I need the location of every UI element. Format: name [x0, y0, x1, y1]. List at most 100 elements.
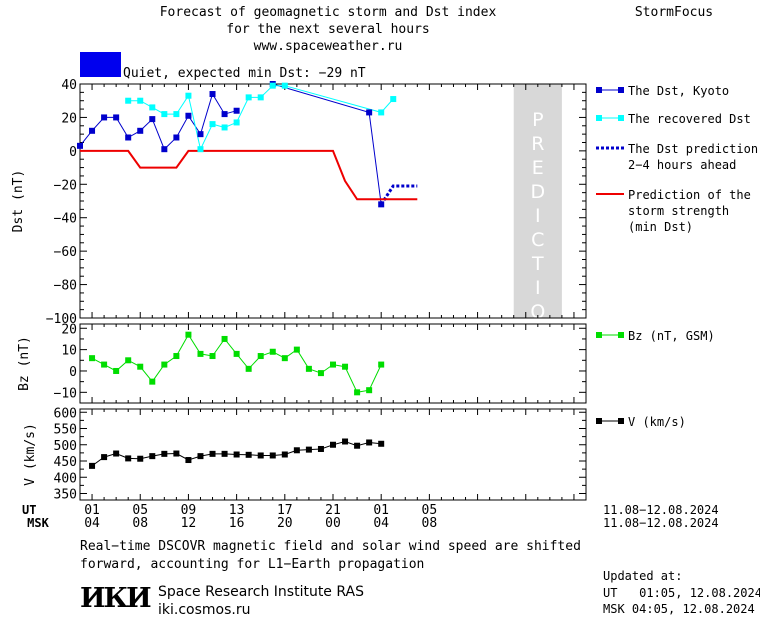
legend-marker	[618, 418, 624, 424]
header: Forecast of geomagnetic storm and Dst in…	[80, 5, 713, 81]
data-point	[245, 451, 252, 458]
legend-label: (min Dst)	[628, 220, 693, 234]
data-point	[281, 82, 288, 89]
panel-frame	[79, 83, 587, 319]
y-tick-label: 0	[69, 145, 77, 160]
series-line	[80, 149, 418, 201]
data-point	[173, 450, 180, 457]
data-point	[221, 450, 228, 457]
data-point	[173, 111, 180, 118]
y-tick-label: −80	[54, 279, 77, 294]
data-point	[197, 453, 204, 460]
data-point	[137, 455, 144, 462]
data-point	[293, 447, 300, 454]
prediction-label-letter: O	[530, 301, 545, 323]
y-tick-label: 0	[69, 365, 77, 380]
ut-date-range: 11.08−12.08.2024	[603, 503, 719, 517]
data-point	[257, 452, 264, 459]
prediction-label-letter: P	[532, 109, 543, 131]
series-line	[128, 85, 394, 151]
ut-tick-label: 05	[132, 503, 148, 518]
status-color-swatch	[80, 52, 121, 77]
data-point	[101, 361, 108, 368]
y-axis-label: V (km/s)	[23, 423, 38, 486]
legend-label: The recovered Dst	[628, 112, 751, 126]
data-point	[378, 201, 385, 208]
data-point	[257, 94, 264, 101]
data-point	[161, 450, 168, 457]
data-point	[366, 109, 373, 116]
data-point	[221, 124, 228, 131]
data-point	[221, 335, 228, 342]
y-tick-label: 550	[54, 423, 77, 438]
status-text: Quiet, expected min Dst: −29 nT	[123, 66, 366, 81]
data-point	[269, 82, 276, 89]
data-point	[209, 353, 216, 360]
data-point	[257, 353, 264, 360]
data-point	[197, 131, 204, 138]
data-point	[378, 361, 385, 368]
ut-tick-label: 05	[422, 503, 438, 518]
series-line	[272, 84, 382, 205]
legend-marker	[596, 418, 602, 424]
legend-marker	[596, 332, 602, 338]
y-tick-label: −40	[54, 212, 77, 227]
legend-label: V (km/s)	[628, 415, 686, 429]
data-point	[209, 91, 216, 98]
data-point	[137, 127, 144, 134]
data-point	[209, 450, 216, 457]
data-point	[89, 127, 96, 134]
data-point	[149, 453, 156, 460]
data-point	[233, 107, 240, 114]
data-point	[149, 116, 156, 123]
data-point	[221, 111, 228, 118]
data-point	[125, 357, 132, 364]
data-point	[269, 452, 276, 459]
legend-label: The Dst prediction	[628, 142, 758, 156]
data-point	[149, 378, 156, 385]
data-point	[305, 365, 312, 372]
data-point	[137, 97, 144, 104]
prediction-label-letter: N	[531, 325, 545, 347]
msk-tick-label: 04	[84, 516, 100, 531]
msk-tick-label: 04	[373, 516, 389, 531]
y-tick-label: −10	[54, 386, 77, 401]
legend-marker	[618, 332, 624, 338]
data-point	[149, 104, 156, 111]
data-point	[317, 445, 324, 452]
msk-axis-label: MSK	[27, 516, 49, 530]
data-point	[330, 361, 336, 368]
ut-axis-label: UT	[22, 503, 36, 517]
footer-note-line-1: Real−time DSCOVR magnetic field and sola…	[80, 539, 581, 554]
chart-title-line-3: www.spaceweather.ru	[254, 39, 403, 54]
data-point	[125, 134, 132, 141]
data-point	[197, 146, 204, 153]
data-point	[378, 109, 385, 116]
data-point	[125, 97, 132, 104]
iki-logo: ИКИ	[80, 583, 152, 614]
data-point	[113, 367, 120, 374]
data-point	[77, 142, 83, 149]
prediction-label-letter: R	[531, 133, 544, 155]
legend-marker	[618, 115, 624, 121]
data-point	[161, 146, 168, 153]
prediction-label-letter: I	[535, 277, 541, 299]
ut-tick-label: 01	[84, 503, 100, 518]
y-tick-label: −60	[54, 245, 77, 260]
institute-website[interactable]: iki.cosmos.ru	[158, 602, 251, 618]
legend-marker	[596, 115, 602, 121]
prediction-label-letter: C	[531, 229, 544, 251]
brand-name: StormFocus	[635, 5, 713, 20]
prediction-label-letter: I	[535, 205, 541, 227]
time-axis: UT MSK 11.08−12.08.2024 11.08−12.08.2024…	[22, 503, 719, 531]
updated-ut: UT 01:05, 12.08.2024	[603, 586, 760, 600]
series-line	[379, 184, 418, 206]
prediction-zone	[513, 84, 562, 318]
prediction-label-letter: T	[531, 253, 544, 275]
series-line	[91, 333, 382, 393]
legend-label: 2−4 hours ahead	[628, 158, 736, 172]
data-point	[185, 112, 192, 119]
ut-tick-label: 09	[181, 503, 197, 518]
